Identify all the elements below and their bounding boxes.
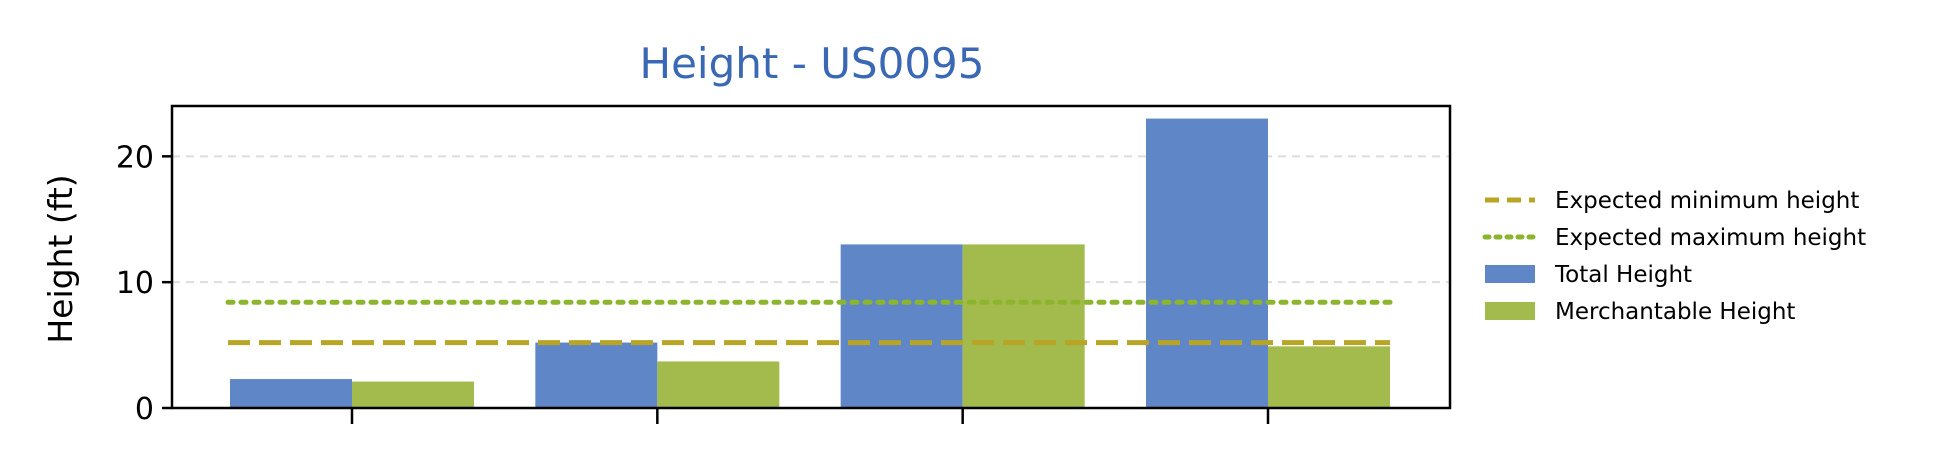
reference-lines: [225, 299, 1393, 346]
legend: Expected minimum height Expected maximum …: [1482, 188, 1866, 325]
bar: [962, 244, 1085, 408]
bar: [657, 361, 780, 408]
legend-label: Expected minimum height: [1555, 188, 1859, 214]
bar: [230, 379, 352, 408]
bar: [1146, 118, 1268, 408]
axes: 0 10 20: [116, 104, 1452, 427]
chart-title: Height - US0095: [640, 39, 985, 88]
legend-label: Expected maximum height: [1555, 225, 1866, 251]
bar: [535, 342, 658, 408]
y-tick-label: 10: [116, 266, 154, 301]
bar: [840, 244, 963, 408]
bars: [230, 118, 1390, 408]
y-tick-label: 20: [116, 140, 154, 175]
y-axis-label: Height (ft): [41, 174, 80, 343]
bar: [352, 381, 474, 408]
legend-label: Total Height: [1554, 262, 1692, 288]
plot-frame: [170, 104, 1452, 410]
legend-swatch: [1485, 302, 1535, 320]
legend-label: Merchantable Height: [1555, 299, 1795, 325]
y-tick-label: 0: [135, 392, 154, 427]
bar: [1268, 346, 1390, 408]
legend-swatch: [1485, 265, 1535, 283]
